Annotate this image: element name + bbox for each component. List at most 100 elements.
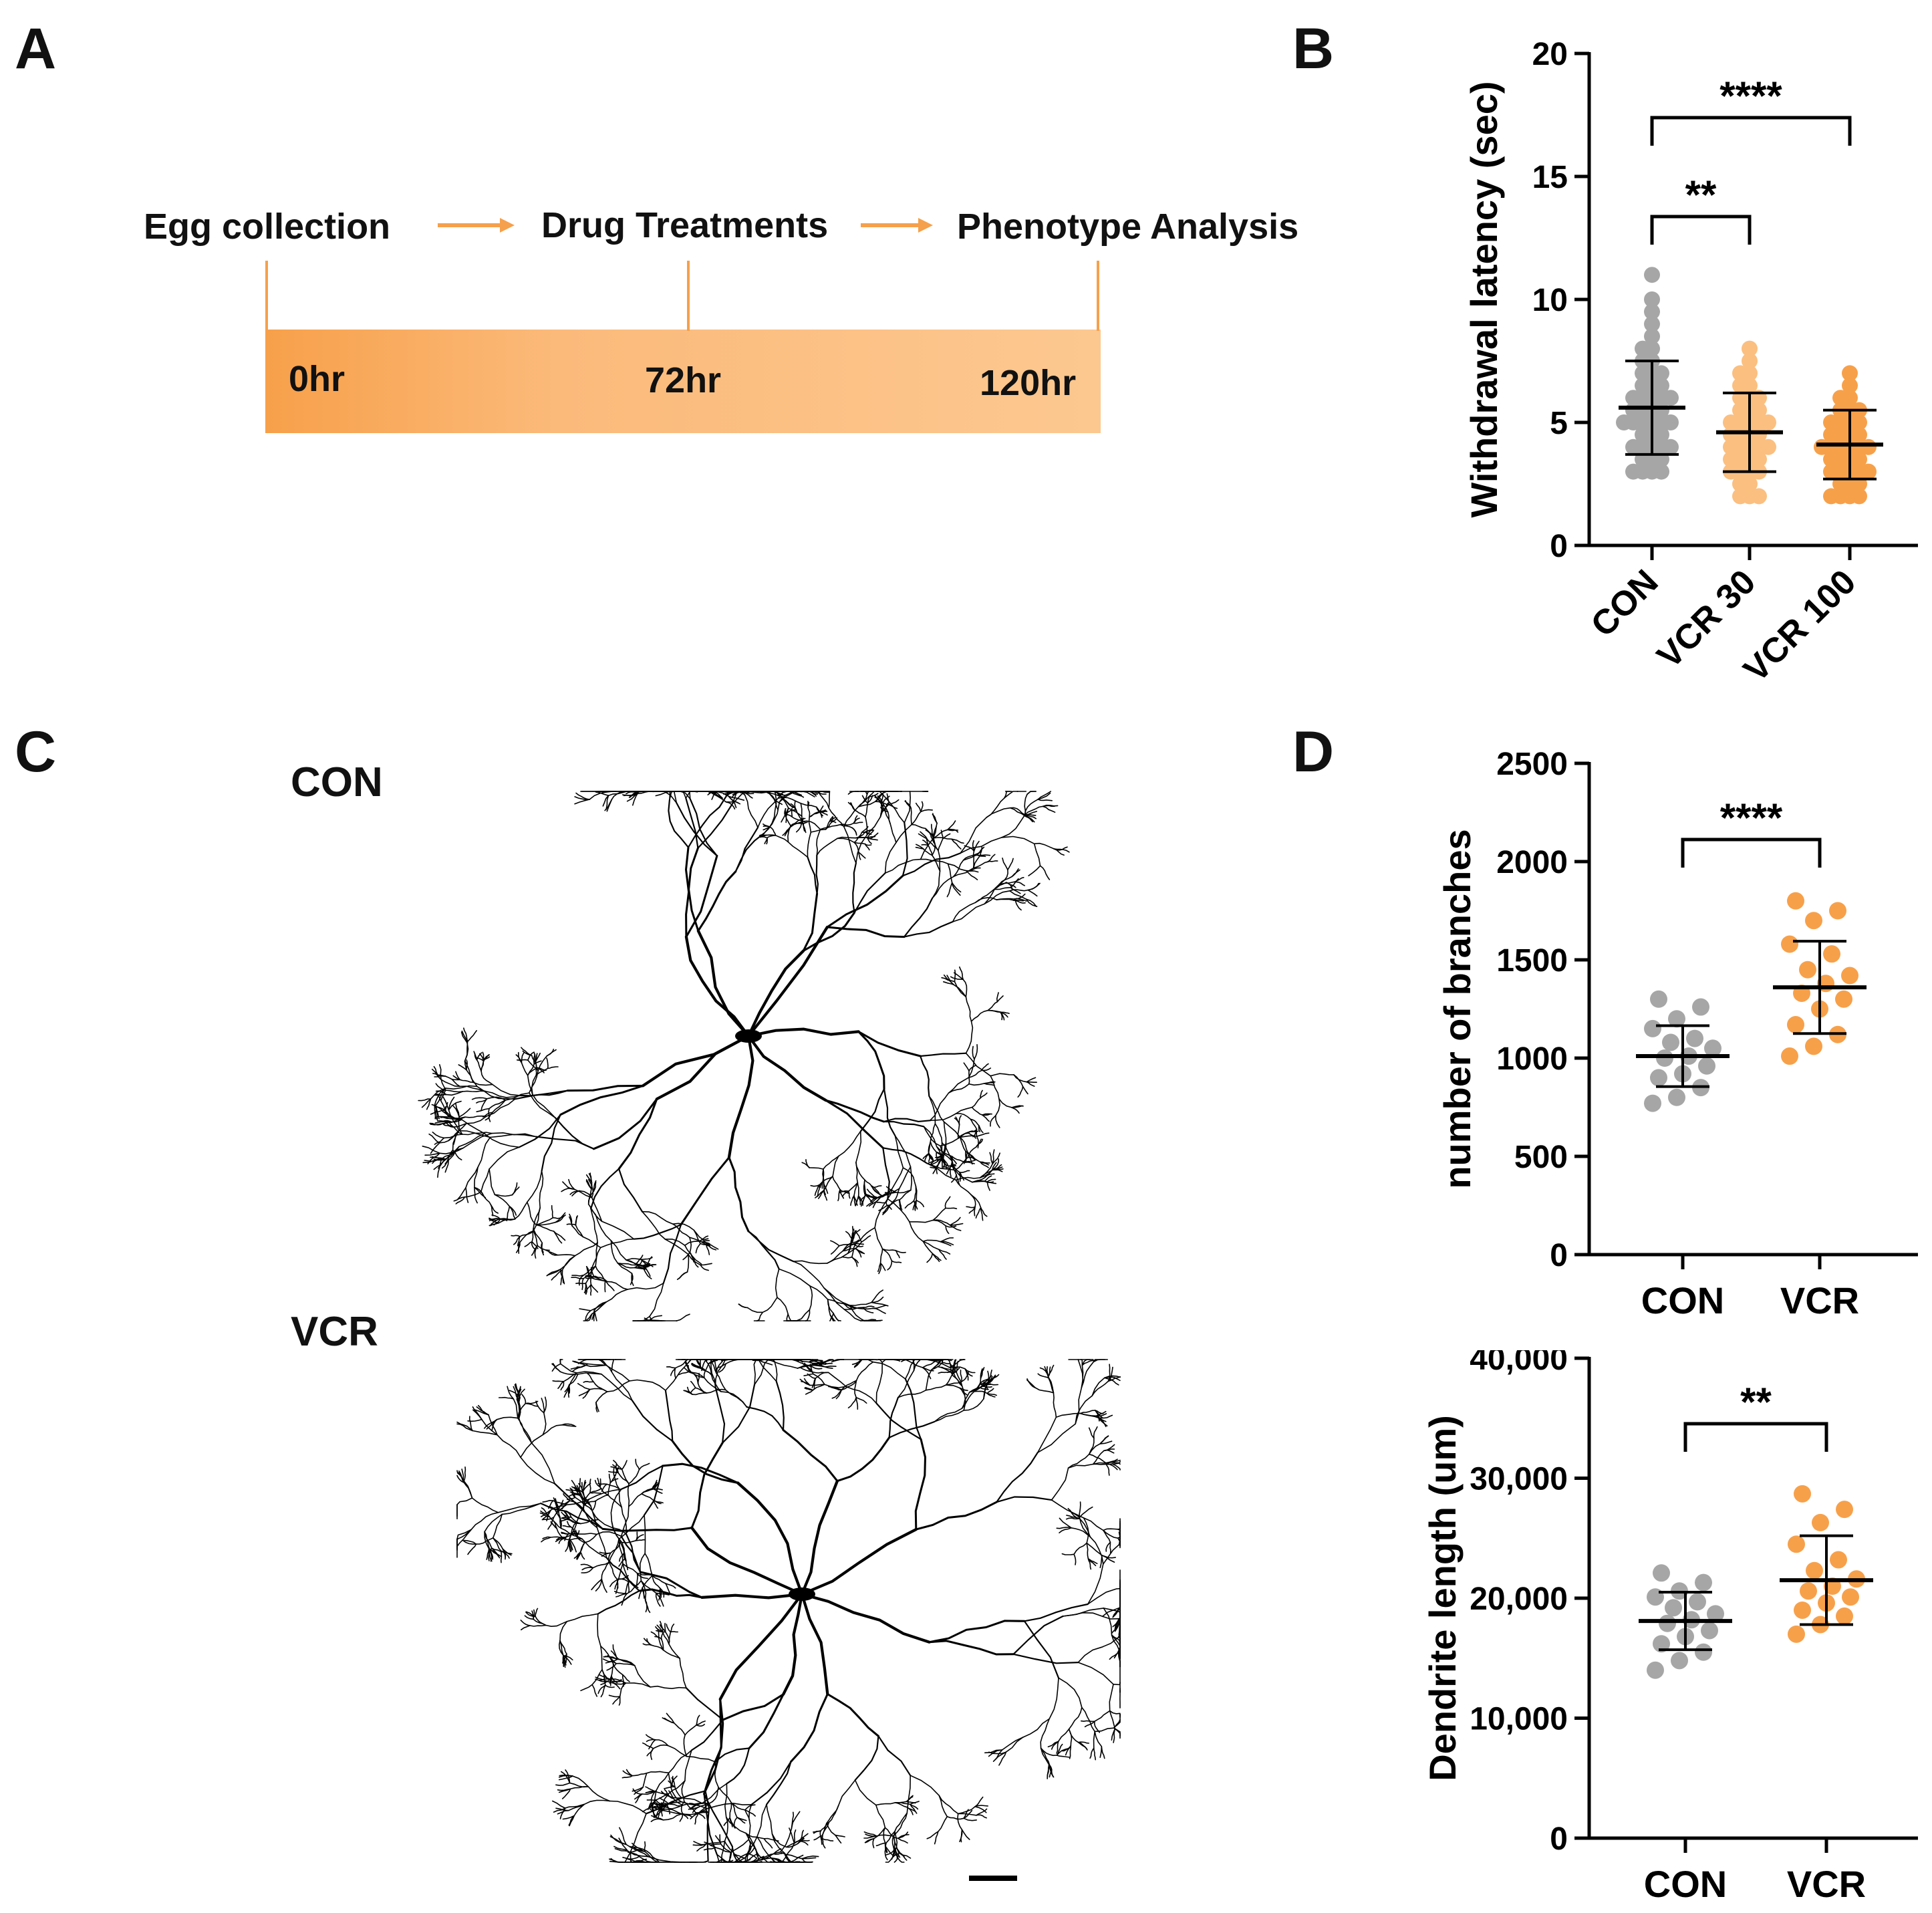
- time-label-0hr: 0hr: [289, 359, 346, 399]
- data-point: [1616, 414, 1632, 430]
- timeline-arrow-1: [438, 218, 515, 233]
- y-tick-label: 5: [1550, 406, 1568, 441]
- number-of-branches-chart: 0 500 1000 1500 2000 2500 number of branches CO…: [1436, 747, 1918, 1321]
- data-point: [1751, 488, 1767, 505]
- data-point: [1788, 1535, 1805, 1553]
- data-point: [1823, 945, 1840, 963]
- data-point: [1695, 1573, 1712, 1591]
- panel-label-d: D: [1292, 720, 1335, 784]
- data-point: [1788, 1625, 1805, 1643]
- data-point: [1668, 1088, 1685, 1106]
- data-point: [1704, 1039, 1721, 1057]
- x-tick-label: CON: [1584, 562, 1666, 644]
- data-point: [1625, 463, 1641, 480]
- x-tick-label: CON: [1644, 1863, 1727, 1905]
- data-point: [1851, 451, 1867, 468]
- significance-label: **: [1740, 1380, 1772, 1424]
- data-point: [1794, 1485, 1811, 1503]
- data-point: [1635, 365, 1651, 382]
- data-point: [1695, 1643, 1712, 1661]
- dendrite-length-chart: 0 10,000 20,000 30,000 40,000 Dendrite length…: [1421, 1350, 1918, 1905]
- data-point: [1842, 365, 1858, 382]
- data-point: [1760, 414, 1776, 430]
- significance-label: **: [1685, 172, 1717, 217]
- data-point: [1742, 340, 1758, 357]
- data-point: [1653, 377, 1669, 394]
- dendrite-arbor: [418, 791, 1070, 1321]
- data-point: [1812, 1513, 1829, 1531]
- data-point: [1760, 438, 1776, 455]
- data-point: [1823, 488, 1839, 505]
- y-tick-label: 10: [1532, 283, 1568, 318]
- y-tick-label: 0: [1550, 1238, 1568, 1273]
- data-point: [1647, 1661, 1664, 1679]
- data-point: [1732, 476, 1748, 492]
- data-point: [1723, 451, 1739, 468]
- stage-label-phenotype-analysis: Phenotype Analysis: [957, 207, 1299, 247]
- timeline-bar: [265, 330, 1101, 433]
- data-point: [1653, 365, 1669, 382]
- data-point: [1701, 1622, 1718, 1640]
- data-point: [1686, 1029, 1703, 1047]
- data-point: [1663, 438, 1679, 455]
- data-point: [1653, 463, 1669, 480]
- panel-label-a: A: [15, 17, 57, 81]
- data-point: [1781, 935, 1798, 953]
- data-point: [1625, 390, 1641, 406]
- y-axis-label: Dendrite length (um): [1421, 1415, 1464, 1781]
- stage-label-drug-treatments: Drug Treatments: [541, 205, 829, 245]
- data-point: [1842, 1588, 1859, 1606]
- x-tick-label: CON: [1641, 1279, 1724, 1321]
- data-point: [1723, 438, 1739, 455]
- data-point: [1644, 291, 1660, 307]
- time-label-72hr: 72hr: [645, 360, 722, 400]
- y-tick-label: 2500: [1496, 747, 1568, 782]
- data-point: [1671, 1652, 1688, 1670]
- data-point: [1751, 451, 1767, 468]
- data-point: [1851, 414, 1867, 430]
- data-point: [1732, 488, 1748, 505]
- data-point: [1659, 1614, 1676, 1632]
- y-axis-label: Withdrawal latency (sec): [1463, 81, 1505, 517]
- data-point: [1842, 377, 1858, 394]
- neuron-label-con: CON: [291, 759, 383, 805]
- y-tick-label: 0: [1550, 529, 1568, 564]
- data-point: [1800, 1582, 1817, 1600]
- data-point: [1662, 1033, 1679, 1051]
- data-point: [1787, 1016, 1804, 1034]
- significance-bracket: [1683, 1422, 1828, 1452]
- data-point: [1751, 402, 1767, 418]
- data-point: [1799, 961, 1816, 979]
- data-point: [1836, 1607, 1853, 1625]
- data-point: [1742, 353, 1758, 369]
- y-tick-label: 1500: [1496, 943, 1568, 979]
- data-point: [1832, 390, 1848, 406]
- data-point: [1644, 1094, 1661, 1112]
- data-point: [1644, 1019, 1661, 1037]
- cell-body: [735, 1029, 762, 1043]
- y-tick-label: 20: [1532, 37, 1568, 72]
- data-point: [1836, 1501, 1853, 1519]
- data-point: [1663, 414, 1679, 430]
- data-point: [1635, 340, 1651, 357]
- y-tick-label: 500: [1514, 1140, 1568, 1175]
- timeline-arrow-2: [861, 218, 933, 233]
- data-point: [1830, 1551, 1847, 1569]
- y-tick-label: 20,000: [1470, 1581, 1568, 1617]
- y-tick-label: 2000: [1496, 845, 1568, 880]
- y-tick-label: 30,000: [1470, 1462, 1568, 1497]
- data-point: [1787, 892, 1804, 910]
- data-point: [1653, 426, 1669, 443]
- cell-body: [789, 1587, 815, 1601]
- data-point: [1823, 451, 1839, 468]
- data-point: [1823, 414, 1839, 430]
- data-point: [1805, 1037, 1822, 1055]
- panel-label-c: C: [15, 720, 57, 784]
- data-point: [1653, 1635, 1670, 1653]
- data-point: [1707, 1605, 1724, 1623]
- significance-bracket: [1650, 116, 1852, 146]
- y-tick-label: 1000: [1496, 1041, 1568, 1077]
- significance-label: ****: [1719, 74, 1782, 118]
- data-point: [1689, 1593, 1706, 1611]
- data-point: [1841, 967, 1858, 985]
